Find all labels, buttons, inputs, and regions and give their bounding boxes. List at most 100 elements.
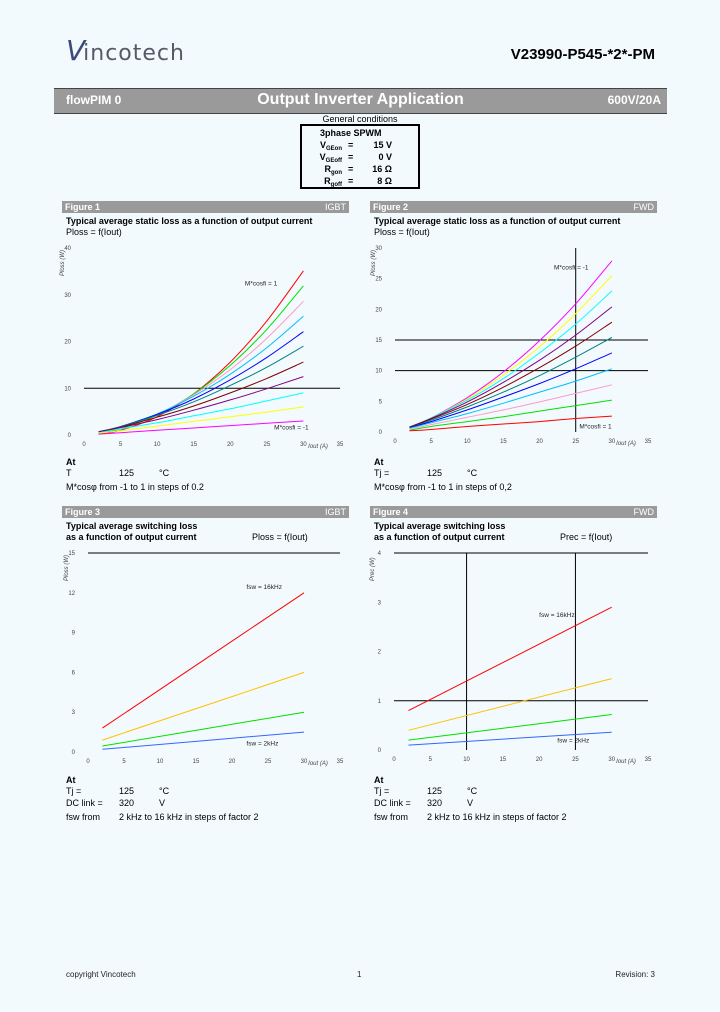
x-tick-label: 25 — [572, 439, 579, 445]
series-line — [409, 306, 613, 428]
series-line — [409, 321, 613, 428]
y-tick-label: 10 — [375, 369, 382, 375]
condition-unit: °C — [159, 786, 170, 796]
x-tick-label: 30 — [608, 757, 615, 763]
series-line — [98, 392, 304, 434]
y-axis-label: Ploss (W) — [371, 250, 377, 276]
gc-name: Rgon — [324, 164, 343, 176]
x-tick-label: 15 — [190, 442, 197, 448]
condition-note-label: fsw from — [374, 812, 409, 822]
figure-device-tag: FWD — [633, 202, 655, 212]
condition-note: 2 kHz to 16 kHz in steps of factor 2 — [119, 812, 259, 822]
condition-value: 125 — [119, 786, 135, 796]
condition-name: Tj = — [374, 786, 390, 796]
condition-name: DC link = — [66, 798, 103, 808]
figure-header: Figure 2 FWD — [370, 201, 657, 213]
chart-annotation: fsw = 2kHz — [246, 740, 278, 747]
x-tick-label: 5 — [122, 759, 126, 765]
y-tick-label: 25 — [375, 277, 382, 283]
figure-device-tag: FWD — [633, 507, 655, 517]
x-tick-label: 10 — [464, 439, 471, 445]
series-line — [98, 300, 304, 434]
gc-row: Rgon = 16 Ω — [302, 164, 418, 176]
series-line — [409, 384, 613, 430]
condition-name: T — [66, 468, 72, 478]
figure-title-line2: as a function of output current — [66, 532, 197, 542]
series-line — [102, 592, 305, 729]
gc-mode-text: 3phase SPWM — [320, 128, 382, 138]
condition-unit: °C — [467, 786, 478, 796]
gc-value: 15 V — [373, 140, 392, 150]
chart-annotation: fsw = 16kHz — [246, 584, 282, 591]
page-title: Output Inverter Application — [257, 91, 464, 108]
conditions-at: At — [66, 775, 76, 785]
gc-value: 16 Ω — [372, 164, 392, 174]
figure-device-tag: IGBT — [324, 507, 346, 517]
x-tick-label: 35 — [337, 759, 344, 765]
x-tick-label: 0 — [86, 759, 90, 765]
figure-title: Typical average static loss as a functio… — [66, 216, 313, 226]
x-tick-label: 10 — [157, 759, 164, 765]
part-number: V23990-P545-*2*-PM — [510, 46, 655, 63]
figure-label: Figure 1 — [65, 202, 101, 212]
x-tick-label: 30 — [609, 439, 616, 445]
x-tick-label: 5 — [429, 757, 433, 763]
x-tick-label: 35 — [645, 439, 652, 445]
figure-formula: Ploss = f(Iout) — [252, 532, 308, 542]
gc-row: VGEon = 15 V — [302, 140, 418, 152]
figure-label: Figure 2 — [373, 202, 409, 212]
figure-device-tag: IGBT — [324, 202, 346, 212]
series-line — [98, 406, 304, 434]
gc-value: 0 V — [378, 152, 392, 162]
series-line — [98, 376, 304, 433]
footer-page-number: 1 — [357, 970, 362, 979]
series-line — [408, 678, 612, 731]
chart-annotation: fsw = 16kHz — [539, 612, 575, 619]
x-tick-label: 30 — [300, 442, 307, 448]
series-line — [409, 290, 613, 428]
series-line — [408, 731, 612, 746]
x-tick-label: 5 — [119, 442, 123, 448]
series-line — [409, 415, 612, 432]
condition-note: 2 kHz to 16 kHz in steps of factor 2 — [427, 812, 567, 822]
series-line — [408, 606, 612, 712]
gc-name: VGEon — [319, 140, 342, 152]
condition-unit: V — [159, 798, 166, 808]
series-line — [98, 361, 304, 433]
x-tick-label: 20 — [229, 759, 236, 765]
y-tick-label: 15 — [68, 551, 75, 557]
logo-letter: V — [66, 34, 85, 67]
figure-title-line2: as a function of output current — [374, 532, 505, 542]
y-tick-label: 4 — [378, 551, 382, 557]
x-tick-label: 25 — [572, 757, 579, 763]
gc-name: VGEoff — [319, 152, 342, 164]
condition-note: M*cosφ from -1 to 1 in steps of 0,2 — [374, 482, 512, 492]
chart-annotation: fsw = 2kHz — [557, 738, 589, 745]
vincotech-logo: Vincotech — [66, 34, 185, 67]
y-tick-label: 3 — [72, 710, 76, 716]
condition-unit: °C — [467, 468, 478, 478]
x-tick-label: 15 — [500, 757, 507, 763]
y-axis-label: Prec (W) — [370, 557, 376, 581]
x-axis-label: Iout (A) — [308, 761, 328, 767]
title-band: flowPIM 0 Output Inverter Application 60… — [54, 88, 667, 114]
condition-unit: V — [467, 798, 474, 808]
x-tick-label: 20 — [536, 439, 543, 445]
series-line — [409, 352, 613, 429]
y-axis-label: Ploss (W) — [60, 250, 66, 276]
figure-label: Figure 4 — [373, 507, 409, 517]
condition-value: 125 — [427, 468, 443, 478]
gc-mode: 3phase SPWM — [302, 128, 418, 140]
y-tick-label: 10 — [64, 386, 71, 392]
figure-title: Typical average switching loss — [66, 521, 198, 531]
x-tick-label: 5 — [429, 439, 433, 445]
y-tick-label: 0 — [378, 748, 382, 754]
y-axis-label: Ploss (W) — [64, 555, 70, 581]
x-tick-label: 25 — [264, 442, 271, 448]
series-line — [409, 260, 613, 428]
condition-value: 320 — [119, 798, 135, 808]
x-tick-label: 0 — [392, 757, 396, 763]
conditions-at: At — [374, 775, 384, 785]
y-tick-label: 40 — [64, 246, 71, 252]
